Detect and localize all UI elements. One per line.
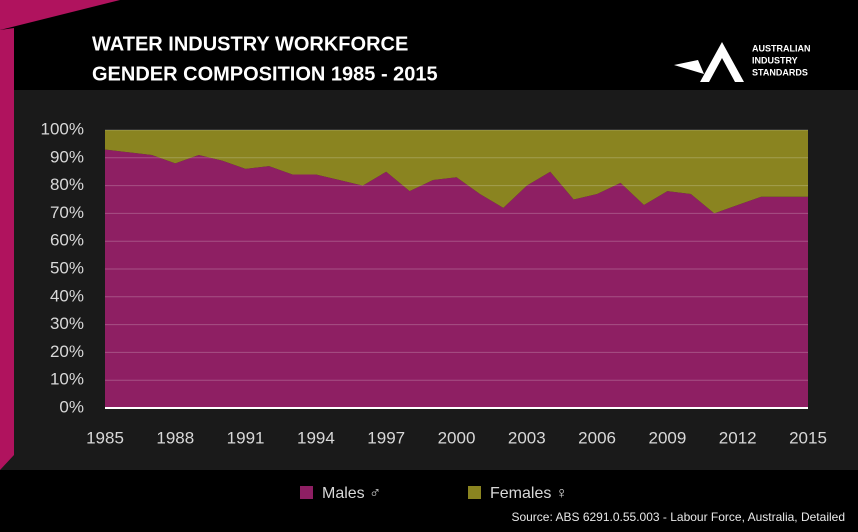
logo-mark	[700, 42, 744, 82]
y-tick-label: 0%	[59, 397, 84, 416]
y-tick-label: 40%	[50, 286, 84, 305]
x-tick-label: 2000	[438, 428, 476, 447]
x-tick-label: 2009	[648, 428, 686, 447]
x-tick-label: 1991	[227, 428, 265, 447]
y-tick-label: 20%	[50, 342, 84, 361]
accent	[0, 28, 14, 470]
legend-swatch	[468, 486, 481, 499]
y-tick-label: 80%	[50, 175, 84, 194]
x-tick-label: 2006	[578, 428, 616, 447]
source: Source: ABS 6291.0.55.003 - Labour Force…	[511, 510, 845, 524]
x-tick-label: 2003	[508, 428, 546, 447]
y-tick-label: 100%	[41, 119, 84, 138]
logo-text: INDUSTRY	[752, 55, 798, 65]
logo-text: STANDARDS	[752, 67, 808, 77]
chart-title: WATER INDUSTRY WORKFORCE	[92, 33, 408, 55]
legend-swatch	[300, 486, 313, 499]
x-tick-label: 1988	[156, 428, 194, 447]
y-tick-label: 90%	[50, 147, 84, 166]
area	[105, 149, 808, 408]
logo-mark	[674, 60, 704, 74]
x-tick-label: 1994	[297, 428, 335, 447]
x-tick-label: 2015	[789, 428, 827, 447]
y-tick-label: 50%	[50, 258, 84, 277]
accent	[0, 0, 120, 30]
x-tick-label: 1985	[86, 428, 124, 447]
legend-label: Males ♂	[322, 485, 381, 502]
logo-text: AUSTRALIAN	[752, 43, 811, 53]
y-tick-label: 70%	[50, 203, 84, 222]
y-tick-label: 10%	[50, 370, 84, 389]
legend-label: Females ♀	[490, 485, 568, 502]
y-tick-label: 60%	[50, 231, 84, 250]
x-tick-label: 1997	[367, 428, 405, 447]
area	[105, 130, 808, 214]
x-tick-label: 2012	[719, 428, 757, 447]
y-tick-label: 30%	[50, 314, 84, 333]
chart-title: GENDER COMPOSITION 1985 - 2015	[92, 63, 438, 85]
